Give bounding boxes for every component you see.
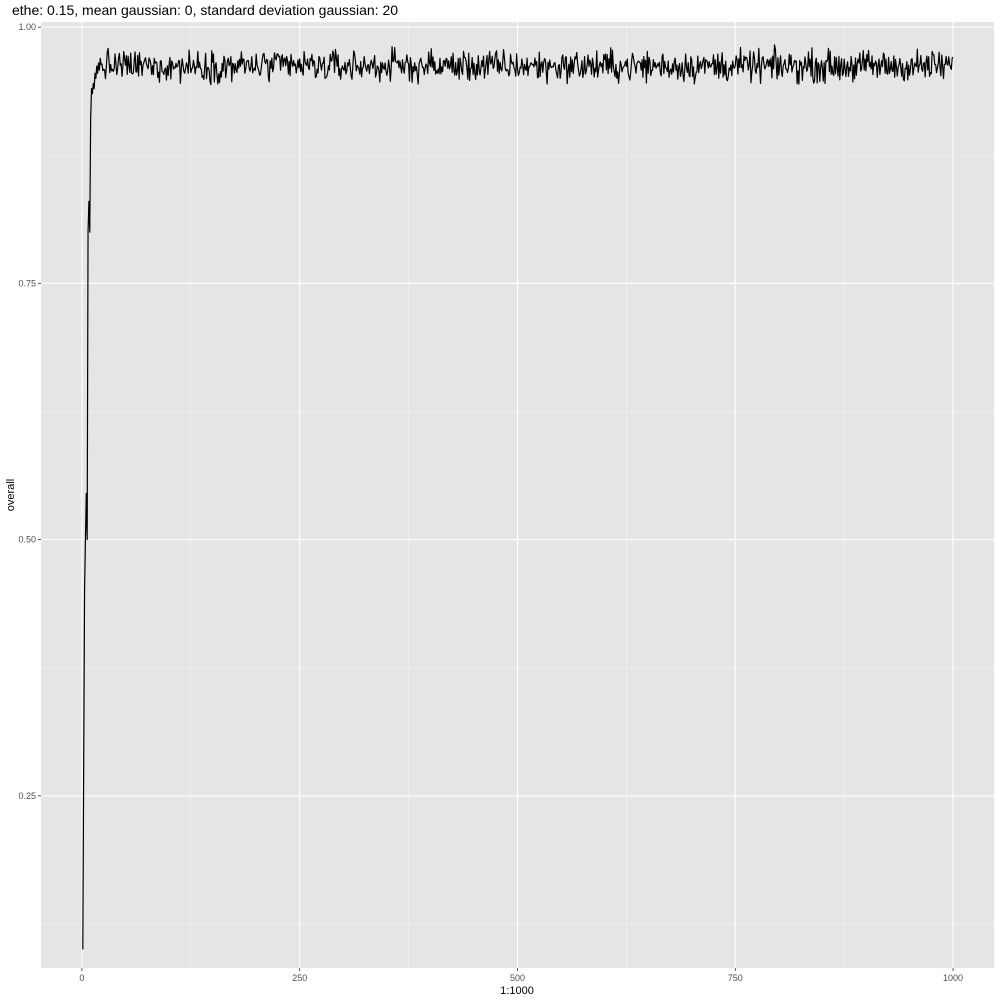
major-gridlines — [41, 22, 994, 968]
x-tick-label: 750 — [728, 973, 743, 983]
x-axis: 0 250 500 750 1000 — [79, 968, 963, 983]
chart-title: ethe: 0.15, mean gaussian: 0, standard d… — [12, 2, 399, 18]
x-axis-title: 1:1000 — [500, 985, 534, 997]
y-axis: 0.25 0.50 0.75 1.00 — [18, 22, 41, 801]
y-tick-label: 1.00 — [18, 22, 36, 32]
y-tick-label: 0.25 — [18, 791, 36, 801]
y-tick-label: 0.50 — [18, 535, 36, 545]
series-layer — [82, 44, 954, 950]
y-axis-title: overall — [5, 479, 17, 511]
x-tick-label: 0 — [79, 973, 84, 983]
y-tick-label: 0.75 — [18, 278, 36, 288]
x-tick-label: 1000 — [943, 973, 963, 983]
series-line — [82, 44, 954, 950]
x-tick-label: 500 — [510, 973, 525, 983]
x-tick-label: 250 — [292, 973, 307, 983]
